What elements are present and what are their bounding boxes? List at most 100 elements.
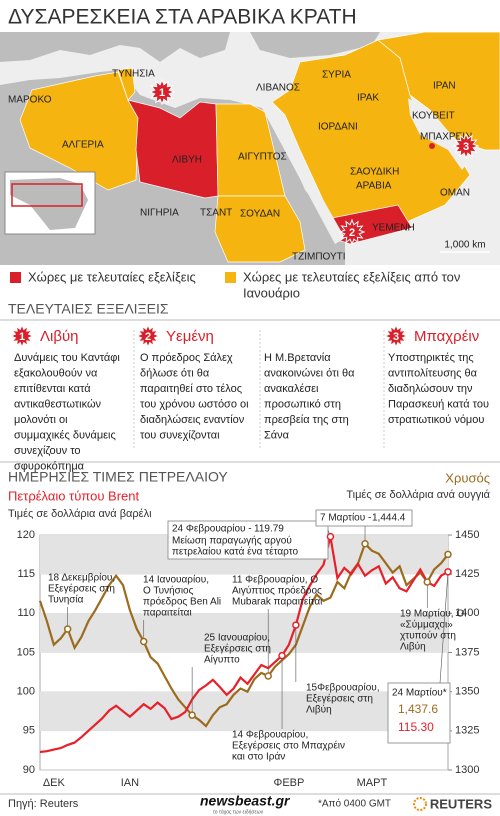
legend-swatch: [10, 272, 21, 283]
map: [0, 31, 500, 265]
country-label: ΚΟΥΒΕΙΤ: [412, 111, 455, 122]
annotation-text: 19 Μαρτίου, Οι: [400, 608, 466, 620]
development-text: του χρόνου ωστόσο οι: [140, 398, 249, 410]
annotation-text: Εξεγέρσεις στη: [48, 583, 115, 595]
annotation-text: 25 Ιανουαρίου,: [204, 632, 270, 644]
series-line: [39, 536, 449, 754]
grid-band: [40, 613, 448, 653]
annotation-text: 24 Φεβρουαρίου -: [172, 523, 252, 535]
event-dot: [264, 672, 272, 680]
development-text: ανακοινώνει ότι θα: [264, 367, 355, 379]
country-label: ΟΜΑΝ: [440, 188, 470, 199]
country-label: ΙΡΑΝ: [433, 81, 456, 92]
marker: [148, 78, 176, 106]
country-label: ΑΙΓΥΠΤΟΣ: [238, 152, 287, 163]
annotation-text: Αιγύπτιος πρόεδρος: [232, 585, 322, 597]
annotation-text: 14 Ιανουαρίου,: [143, 574, 209, 586]
inset-land: [10, 178, 88, 230]
land: [0, 32, 230, 62]
country-name: Μπαχρέιν: [414, 328, 479, 345]
badge-number: 2: [145, 331, 151, 343]
inset-frame: [11, 183, 83, 207]
x-tick-label: ΙΑΝ: [121, 777, 139, 789]
callout-box: [387, 682, 451, 744]
annotation-text: Τυνησία: [48, 594, 84, 606]
agency: REUTERS: [430, 796, 492, 811]
legend-text: Ιανουάριο: [243, 285, 300, 300]
development-text: στρατιωτικού νόμου: [388, 414, 484, 426]
legend-text: Χώρες με τελευταίες εξελίξεις: [28, 269, 196, 284]
country-name: Λιβύη: [40, 328, 79, 345]
y-tick-label: 120: [17, 529, 35, 541]
value-label: 115.30: [398, 720, 434, 734]
annotation-text: 14 Φεβρουαρίου,: [232, 729, 308, 741]
title: ΔΥΣΑΡΕΣΚΕΙΑ ΣΤΑ ΑΡΑΒΙΚΑ ΚΡΑΤΗ: [8, 6, 357, 29]
callout-box: [315, 509, 413, 527]
brand-tagline: το τάχος των ειδήσεων: [213, 808, 264, 815]
source: Πηγή: Reuters: [8, 798, 79, 810]
annotation-text: Λιβύη: [306, 704, 332, 716]
development-text: συνεχίζουν το: [14, 445, 81, 457]
country-label: ΤΖΙΜΠΟΥΤΙ: [292, 252, 346, 263]
country-label: ΛΙΒΥΗ: [172, 155, 202, 166]
badge-number: 1: [19, 331, 25, 343]
event-dot: [188, 711, 196, 719]
annotation-text: 18 Δεκεμβρίου,: [48, 572, 115, 584]
country-label: ΣΟΥΔΑΝ: [240, 209, 280, 220]
development-text: προσωπικό στη: [264, 398, 341, 410]
development-text: πρεσβεία της στη: [264, 414, 349, 426]
value-label: 1,437.6: [398, 702, 438, 716]
y-tick-label: 105: [17, 646, 35, 658]
country: [19, 71, 139, 191]
badge: [383, 323, 409, 349]
development-text: διαδηλώσουν την: [388, 383, 473, 395]
land: [250, 32, 380, 58]
development-text: αντικαθεστωτικών: [14, 398, 102, 410]
x-tick-label: ΔΕΚ: [43, 777, 66, 789]
marker: [452, 132, 480, 160]
development-text: δήλωσε ότι θα: [140, 367, 210, 379]
development-text: διαδηλώσεις εναντίον: [140, 414, 245, 426]
y2-tick-label: 1300: [455, 764, 479, 776]
event-dot: [444, 568, 452, 576]
x-tick-label: ΦΕΒΡ: [274, 777, 305, 789]
development-text: Η Μ.Βρετανία: [264, 352, 331, 364]
country-label: ΣΑΟΥΔΙΚΗ: [350, 167, 399, 178]
sea: [408, 98, 470, 170]
country-label: ΥΕΜΕΝΗ: [372, 223, 415, 234]
callout-box: [167, 520, 329, 560]
annotation-text: 7 Μαρτίου -: [320, 512, 371, 524]
y2-tick-label: 1375: [455, 646, 479, 658]
country-label: ΜΑΡΟΚΟ: [8, 95, 52, 106]
country-label: ΑΛΓΕΡΙΑ: [62, 140, 104, 151]
country: [117, 67, 136, 101]
y2-tick-label: 1450: [455, 529, 479, 541]
annotation-leader: [439, 571, 449, 684]
bahrain-dot: [429, 143, 435, 149]
y-tick-label: 100: [17, 686, 35, 698]
marker-number: 2: [349, 227, 355, 239]
event-dot: [292, 621, 300, 629]
development-text: εξακολουθούν να: [14, 367, 98, 379]
y-tick-label: 90: [23, 764, 35, 776]
series-line: [38, 541, 449, 728]
development-text: Σάνα: [264, 429, 290, 441]
annotation-text: Εξεγέρσεις στο Μπαχρέιν: [232, 740, 345, 752]
y-axis-subtitle: Τιμές σε δολλάρια ανά βαρέλι: [8, 508, 152, 520]
event-dot: [139, 637, 148, 646]
y2-tick-label: 1325: [455, 725, 479, 737]
event-dot: [278, 651, 286, 660]
sea: [262, 106, 345, 244]
y2-axis-title: Χρυσός: [445, 470, 490, 485]
developments-heading: ΤΕΛΕΥΤΑΙΕΣ ΕΞΕΛΙΞΕΙΣ: [8, 301, 169, 317]
annotation-text: Εξεγέρσεις στη: [204, 643, 271, 655]
reuters-logo: [413, 797, 427, 811]
badge-number: 3: [393, 331, 399, 343]
footnote: *Από 0400 GMT: [318, 798, 391, 810]
annotation-text: πετρελαίου κατά ένα τέταρτο: [172, 546, 299, 558]
development-text: Παρασκευή κατά του: [388, 398, 489, 410]
badge: [135, 323, 161, 349]
annotation-text: 24 Μαρτίου*: [392, 687, 447, 699]
y2-tick-label: 1425: [455, 568, 479, 580]
